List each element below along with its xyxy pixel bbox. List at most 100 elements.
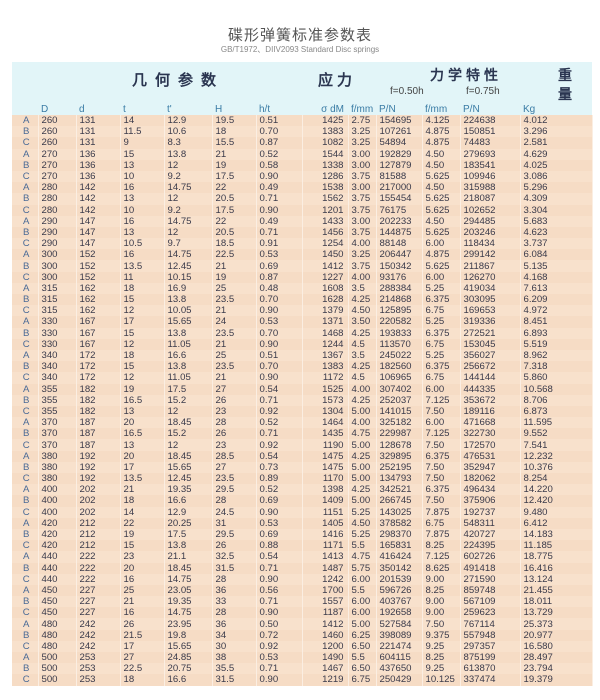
table-cell: 7.125 xyxy=(422,428,461,440)
table-cell: 400 xyxy=(38,506,77,518)
table-row: A 420 212 22 20.25 31 0.53 1405 4.50 378582 6.75 54… xyxy=(12,517,593,529)
table-cell: 0.90 xyxy=(256,372,303,384)
table-cell: 14.75 xyxy=(164,607,213,619)
table-cell: 242 xyxy=(76,640,121,652)
table-cell: 28 xyxy=(212,495,257,507)
table-cell: 307402 xyxy=(376,383,423,395)
table-cell: 1171 xyxy=(302,540,349,552)
table-cell: 38 xyxy=(212,652,257,664)
table-row: A 480 242 26 23.95 36 0.50 1412 5.00 527584 7.50 76… xyxy=(12,618,593,630)
table-cell: 252037 xyxy=(376,394,423,406)
table-cell: 5.25 xyxy=(422,282,461,294)
table-cell: 0.69 xyxy=(256,528,303,541)
table-cell: 5.683 xyxy=(520,215,593,227)
column-header: t xyxy=(120,103,164,115)
table-cell: 6.873 xyxy=(520,405,593,418)
table-cell: 22 xyxy=(212,182,257,194)
table-cell: 14.75 xyxy=(164,182,213,194)
table-cell: 102652 xyxy=(460,204,521,216)
table-cell: 26 xyxy=(212,394,257,406)
table-cell: 416424 xyxy=(376,551,423,563)
table-cell: 88148 xyxy=(376,238,423,250)
table-cell: 4.309 xyxy=(520,193,593,205)
table-cell: 21.1 xyxy=(164,551,213,563)
table-cell: 1405 xyxy=(302,517,349,529)
table-row: A 280 142 16 14.75 22 0.49 1538 3.00 217000 4.50 31… xyxy=(12,182,593,194)
table-cell: 767114 xyxy=(460,618,521,630)
table-cell: 18.45 xyxy=(164,450,213,462)
table-cell: 330 xyxy=(38,338,77,350)
table-cell: 202 xyxy=(76,506,121,518)
table-cell: 22.5 xyxy=(212,249,257,261)
table-cell: 6.75 xyxy=(422,338,461,350)
table-cell: 13.124 xyxy=(520,573,593,585)
table-cell: 187 xyxy=(76,417,121,429)
table-cell: 875199 xyxy=(460,652,521,664)
table-cell: 167 xyxy=(76,338,121,350)
table-cell: 290 xyxy=(38,226,77,239)
table-cell: 29.5 xyxy=(212,484,257,496)
series-label: A xyxy=(12,115,39,127)
table-row: B 300 152 13.5 12.45 21 0.69 1412 3.75 150342 5.62… xyxy=(12,260,593,272)
table-cell: 142 xyxy=(76,193,121,205)
table-cell: 0.91 xyxy=(256,238,303,250)
table-cell: 20.977 xyxy=(520,629,593,641)
table-cell: 325182 xyxy=(376,417,423,429)
table-cell: 1490 xyxy=(302,652,349,664)
series-label: A xyxy=(12,584,39,597)
table-cell: 5.625 xyxy=(422,204,461,216)
table-cell: 6.00 xyxy=(348,596,377,608)
table-cell: 20 xyxy=(120,562,165,574)
table-cell: 0.54 xyxy=(256,551,303,563)
table-cell: 187 xyxy=(76,439,121,451)
series-label: A xyxy=(12,349,39,362)
table-cell: 5.296 xyxy=(520,182,593,194)
table-row: C 280 142 10 9.2 17.5 0.90 1201 3.75 76175 5.625 10… xyxy=(12,204,593,216)
table-cell: 16 xyxy=(120,607,165,619)
table-cell: 1371 xyxy=(302,316,349,328)
table-cell: 16.6 xyxy=(164,674,213,686)
table-cell: 16 xyxy=(120,182,165,194)
series-label: A xyxy=(12,282,39,294)
series-label: C xyxy=(12,137,39,149)
table-cell: 6.50 xyxy=(348,663,377,675)
table-cell: 260 xyxy=(38,126,77,138)
table-cell: 0.90 xyxy=(256,506,303,518)
table-cell: 5.860 xyxy=(520,372,593,384)
series-label: B xyxy=(12,226,39,239)
table-cell: 1573 xyxy=(302,394,349,406)
table-cell: 4.25 xyxy=(348,484,377,496)
table-cell: 297357 xyxy=(460,640,521,652)
table-cell: 4.25 xyxy=(348,361,377,373)
table-cell: 0.73 xyxy=(256,461,303,473)
table-cell: 1475 xyxy=(302,461,349,473)
table-cell: 10.125 xyxy=(422,674,461,686)
table-cell: 245022 xyxy=(376,349,423,362)
table-cell: 202 xyxy=(76,495,121,507)
table-cell: 252195 xyxy=(376,461,423,473)
table-cell: 12 xyxy=(120,305,165,317)
table-cell: 18 xyxy=(120,282,165,294)
table-row: A 270 136 15 13.8 21 0.52 1544 3.00 192829 4.50 279… xyxy=(12,148,593,160)
table-cell: 214868 xyxy=(376,294,423,306)
table-cell: 279693 xyxy=(460,148,521,160)
table-cell: 288384 xyxy=(376,282,423,294)
table-cell: 1412 xyxy=(302,618,349,630)
table-cell: 0.71 xyxy=(256,562,303,574)
table-row: B 370 187 16.5 15.2 26 0.71 1435 4.75 229987 7.125… xyxy=(12,428,593,440)
table-row: B 440 222 20 18.45 31.5 0.71 1487 5.75 350142 8.62… xyxy=(12,562,593,574)
table-cell: 6.50 xyxy=(348,640,377,652)
series-label: B xyxy=(12,361,39,373)
table-cell: 420 xyxy=(38,528,77,541)
table-cell: 29.5 xyxy=(212,528,257,541)
table-cell: 182 xyxy=(76,394,121,406)
table-cell: 280 xyxy=(38,193,77,205)
table-cell: 270 xyxy=(38,159,77,171)
column-header: P/N xyxy=(376,103,422,115)
table-row: C 420 212 15 13.8 26 0.88 1171 5.5 165831 8.25 2243… xyxy=(12,540,593,552)
table-cell: 18.775 xyxy=(520,551,593,563)
table-row: C 270 136 10 9.2 17.5 0.90 1286 3.75 81588 5.625 10… xyxy=(12,170,593,183)
table-cell: 128678 xyxy=(376,439,423,451)
table-row: A 300 152 16 14.75 22.5 0.53 1450 3.25 206447 4.87… xyxy=(12,249,593,261)
table-row: A 370 187 20 18.45 28 0.52 1464 4.00 325182 6.00 47… xyxy=(12,417,593,429)
